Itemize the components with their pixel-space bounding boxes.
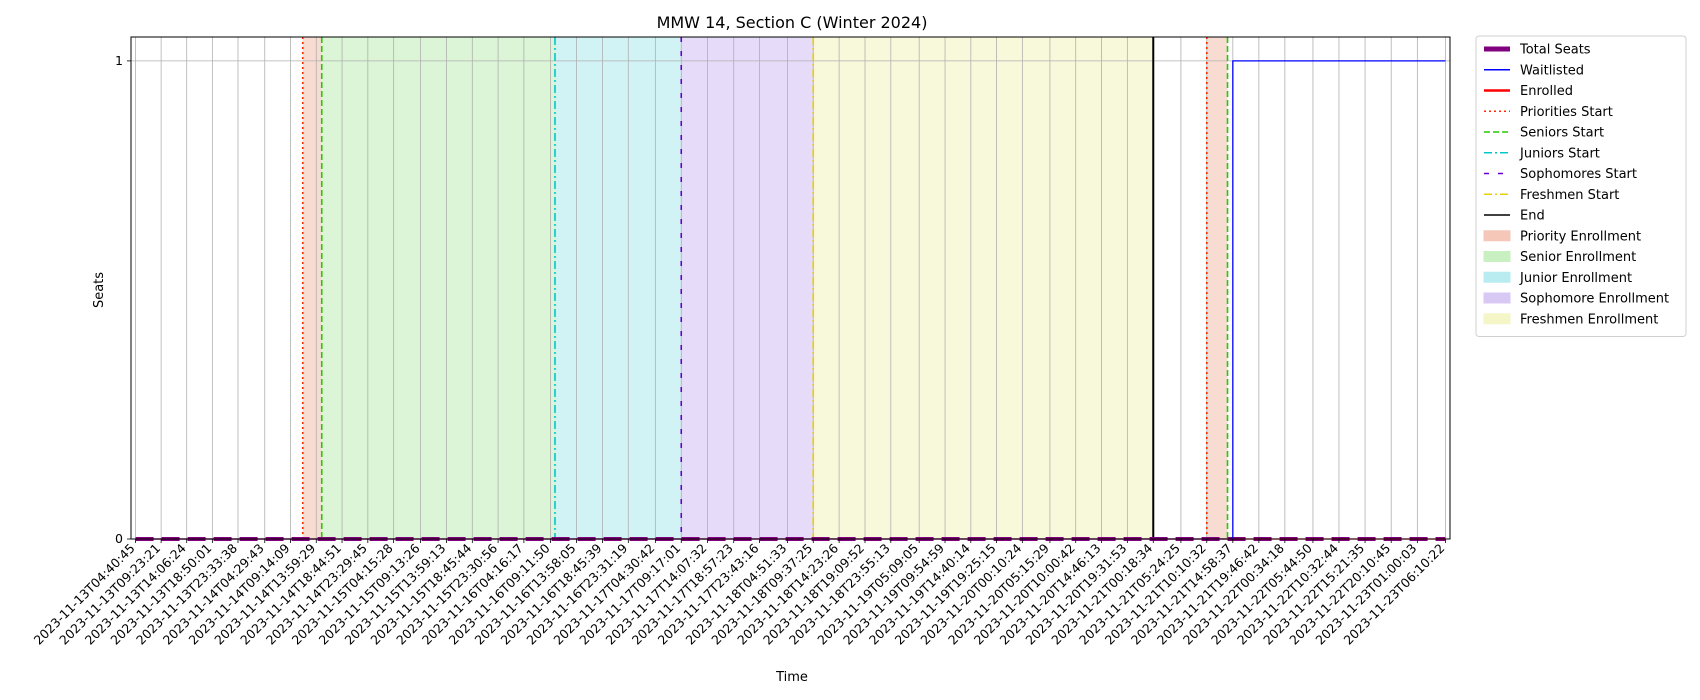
y-axis-ticks: 01: [115, 53, 131, 546]
phase-marker-lines: [301, 37, 1229, 539]
legend-label-senior-enrollment: Senior Enrollment: [1520, 250, 1636, 265]
y-tick-label: 1: [115, 53, 123, 68]
grid-lines: [131, 37, 1450, 540]
region-freshmen-enrollment: [813, 37, 1154, 539]
legend-swatch-sophomore-enrollment: [1483, 292, 1511, 304]
legend-label-junior-enrollment: Junior Enrollment: [1519, 271, 1632, 286]
legend-label-freshmen-enrollment: Freshmen Enrollment: [1520, 312, 1658, 327]
region-sophomore-enrollment: [681, 37, 814, 539]
legend-label-enrolled: Enrolled: [1520, 84, 1573, 99]
legend-label-end: End: [1520, 209, 1545, 224]
legend-swatch-junior-enrollment: [1483, 271, 1511, 283]
x-axis-ticks: 2023-11-13T04:40:452023-11-13T09:23:2120…: [31, 539, 1448, 648]
legend-swatch-senior-enrollment: [1483, 251, 1511, 262]
region-priority-enrollment: [302, 37, 322, 539]
legend-label-sophomore-enrollment: Sophomore Enrollment: [1520, 292, 1669, 307]
region-priority-enrollment: [1206, 37, 1228, 539]
enrollment-regions: [302, 37, 1228, 539]
legend-label-priority-enrollment: Priority Enrollment: [1520, 229, 1641, 244]
legend-label-total-seats: Total Seats: [1519, 43, 1591, 58]
region-junior-enrollment: [554, 37, 682, 539]
y-axis-label: Seats: [92, 272, 107, 308]
legend-label-juniors-start: Juniors Start: [1519, 146, 1600, 161]
x-axis-label: Time: [775, 670, 808, 685]
legend-swatch-priority-enrollment: [1483, 230, 1511, 242]
legend-label-freshmen-start: Freshmen Start: [1520, 188, 1619, 203]
plot-frame: [130, 36, 1451, 540]
legend-label-seniors-start: Seniors Start: [1520, 126, 1604, 141]
chart-title: MMW 14, Section C (Winter 2024): [657, 13, 928, 32]
legend-frame: [1475, 35, 1687, 337]
legend-label-priorities-start: Priorities Start: [1520, 105, 1613, 120]
legend-label-waitlisted: Waitlisted: [1520, 63, 1584, 78]
legend: Total Seats Waitlisted Enrolled Priorities …: [1475, 35, 1687, 337]
legend-swatch-freshmen-enrollment: [1483, 313, 1511, 325]
y-tick-label: 0: [115, 531, 123, 546]
region-senior-enrollment: [321, 37, 555, 539]
legend-label-sophomores-start: Sophomores Start: [1520, 167, 1637, 182]
